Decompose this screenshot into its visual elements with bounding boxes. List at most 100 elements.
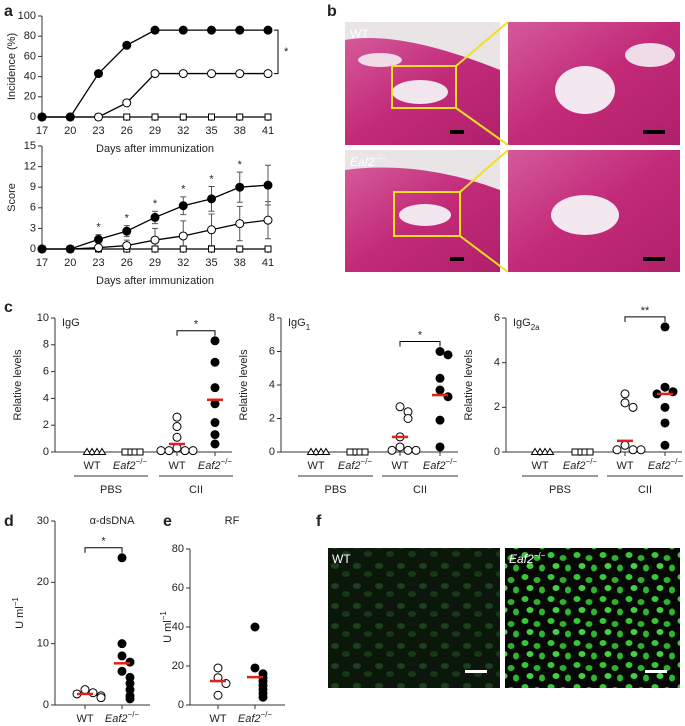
fluorescence-image [505,548,680,688]
x-axis-label: Days after immunization [96,275,214,287]
y-tick-label: 40 [172,621,184,633]
y-tick-label: 2 [494,401,500,413]
y-tick-label: 6 [43,366,49,378]
filled-marker [210,430,220,440]
square-marker [264,113,272,121]
filled-marker [210,383,220,393]
label-text: Eaf2 [198,460,221,472]
label-superscript: −1 [159,611,168,621]
open-marker [395,442,405,452]
open-marker [612,445,622,455]
scale-bar [643,257,665,261]
x-tick-label: WT [391,460,408,472]
label-text: Eaf2 [423,460,446,472]
square-marker [586,448,594,456]
open-marker [122,98,132,108]
significance-bracket [84,547,123,553]
x-tick-label: 38 [234,125,246,137]
chart-title: IgG2a [513,317,540,332]
significance-label: * [284,46,289,58]
square-marker [236,113,244,121]
filled-marker [660,402,670,412]
square-marker [208,245,215,253]
y-axis-label: Relative levels [463,349,475,420]
open-marker [395,402,405,412]
histology-panel [345,21,680,273]
filled-marker [94,234,103,244]
square-marker [236,245,244,253]
x-tick-label: 26 [121,257,133,269]
triangle-marker [545,447,555,455]
panel-letter: e [163,513,172,530]
x-tick-label: 38 [234,257,246,269]
y-tick-label: 20 [37,576,49,588]
open-marker [172,412,182,422]
y-tick-label: 80 [172,543,184,555]
panel-letter: c [4,299,13,316]
label-text: U ml [162,620,174,643]
y-tick-label: 4 [269,379,275,391]
y-tick-label: 20 [172,660,184,672]
open-marker [178,69,188,79]
triangle-marker [530,447,540,455]
y-axis-label: U ml−1 [11,597,26,629]
zoom-line [459,235,509,273]
label-superscript: −/− [136,457,148,466]
filled-marker [117,666,127,676]
significance-label: * [125,213,130,225]
open-marker [96,693,106,703]
filled-marker [210,439,220,449]
square-marker [571,448,579,456]
x-tick-label: WT [83,460,100,472]
x-tick-label: 35 [205,125,217,137]
x-tick-label: 29 [149,257,161,269]
filled-marker [207,25,216,35]
y-axis-label: Score [6,183,18,212]
label-superscript: −1 [11,597,20,607]
triangle-marker [92,447,102,455]
triangle-marker [306,447,316,455]
panel-letter: d [4,513,14,530]
open-marker [207,69,216,79]
open-marker [94,112,103,122]
group-label: CII [638,484,652,496]
triangle-marker [535,447,545,455]
y-tick-label: 8 [43,339,49,351]
open-marker [235,69,245,79]
filled-marker [235,182,245,192]
significance-label: * [153,198,158,210]
square-marker [361,448,369,456]
filled-marker [210,336,220,346]
significance-label: * [96,221,101,233]
label-superscript: −/− [534,551,546,560]
label-text: Eaf2 [350,155,375,169]
open-marker [156,446,166,456]
x-tick-label: Eaf2−/− [113,457,148,472]
group-label: CII [189,484,203,496]
y-tick-label: 0 [30,243,36,255]
x-tick-label: Eaf2−/− [648,457,683,472]
filled-marker [250,663,260,673]
label-superscript: −/− [586,457,598,466]
y-axis-label: Relative levels [238,349,250,420]
significance-label: * [101,536,106,548]
significance-label: * [209,173,214,185]
y-tick-label: 10 [37,638,49,650]
triangle-marker [311,447,321,455]
chart-title: α-dsDNA [90,515,136,527]
label-text: Eaf2 [338,460,361,472]
y-tick-label: 60 [172,582,184,594]
filled-marker [150,212,160,222]
square-marker [264,245,272,253]
square-marker [208,113,215,121]
significance-label: * [418,329,423,341]
triangle-marker [316,447,326,455]
y-tick-label: 9 [30,181,36,193]
zoom-box [391,65,457,109]
x-tick-label: Eaf2−/− [105,710,140,725]
label-superscript: −/− [221,457,233,466]
significance-label: * [181,184,186,196]
y-tick-label: 0 [178,699,184,711]
filled-marker [117,651,127,661]
